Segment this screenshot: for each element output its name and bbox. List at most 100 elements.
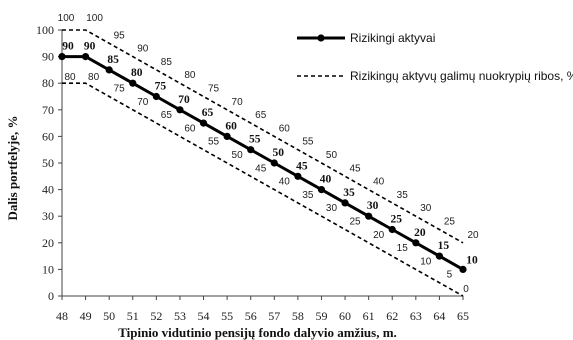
x-tick-label: 60 <box>339 309 351 323</box>
data-label-upper-bound: 65 <box>255 110 267 121</box>
y-tick-label: 60 <box>42 129 54 143</box>
y-tick-label: 40 <box>42 183 54 197</box>
data-label-lower-bound: 5 <box>447 270 453 281</box>
data-label-risky-assets: 60 <box>225 120 237 132</box>
x-tick-label: 64 <box>433 309 445 323</box>
x-tick-label: 59 <box>315 309 327 323</box>
data-label-risky-assets: 55 <box>249 134 261 146</box>
data-label-upper-bound: 35 <box>397 190 409 201</box>
data-point-risky-assets <box>459 265 467 273</box>
data-label-upper-bound: 25 <box>444 217 456 228</box>
data-label-lower-bound: 55 <box>208 137 220 148</box>
x-tick-label: 50 <box>103 309 115 323</box>
data-point-risky-assets <box>129 79 137 87</box>
data-label-lower-bound: 35 <box>302 190 314 201</box>
legend-label-deviation-bounds: Rizikingų aktyvų galimų nuokrypių ribos,… <box>350 69 573 83</box>
x-tick-label: 48 <box>56 309 68 323</box>
data-label-upper-bound: 60 <box>279 123 291 134</box>
data-point-risky-assets <box>152 92 160 101</box>
data-label-lower-bound: 10 <box>420 256 432 267</box>
series-line-lower-bound <box>62 82 464 297</box>
data-label-upper-bound: 40 <box>373 177 385 188</box>
data-point-risky-assets <box>317 186 326 194</box>
data-label-lower-bound: 0 <box>463 284 469 295</box>
x-tick-label: 51 <box>127 309 139 323</box>
data-point-risky-assets <box>105 66 113 74</box>
data-label-risky-assets: 70 <box>178 94 190 106</box>
x-tick-label: 57 <box>268 309 280 323</box>
data-label-risky-assets: 25 <box>390 214 402 226</box>
data-point-risky-assets <box>294 172 302 180</box>
data-point-risky-assets <box>435 252 444 260</box>
data-label-upper-bound: 100 <box>58 13 75 24</box>
data-label-risky-assets: 80 <box>131 67 143 79</box>
data-point-risky-assets <box>176 106 184 114</box>
x-tick-label: 49 <box>80 309 92 323</box>
data-label-risky-assets: 50 <box>273 147 285 159</box>
data-label-upper-bound: 70 <box>232 97 244 108</box>
y-tick-label: 90 <box>42 50 54 64</box>
y-tick-label: 80 <box>42 76 54 90</box>
data-label-lower-bound: 30 <box>326 203 338 214</box>
legend-label-risky-assets: Rizikingi aktyvai <box>350 31 435 45</box>
legend-marker-risky-assets <box>317 34 325 42</box>
data-label-risky-assets: 30 <box>367 200 379 212</box>
x-tick-label: 53 <box>174 309 186 323</box>
y-axis-title: Dalis portfelyje, % <box>5 115 20 220</box>
data-label-upper-bound: 55 <box>302 137 314 148</box>
y-tick-label: 20 <box>42 236 54 250</box>
data-point-risky-assets <box>58 53 66 61</box>
series-line-risky-assets <box>62 55 464 271</box>
data-label-risky-assets: 75 <box>155 81 167 93</box>
data-point-risky-assets <box>341 199 349 207</box>
data-label-upper-bound: 100 <box>86 13 103 24</box>
x-tick-label: 54 <box>198 309 210 323</box>
data-label-risky-assets: 10 <box>466 254 478 266</box>
x-axis-title: Tipinio vidutinio pensijų fondo dalyvio … <box>118 325 397 340</box>
x-tick-label: 62 <box>386 309 398 323</box>
data-label-lower-bound: 15 <box>397 243 409 254</box>
data-point-risky-assets <box>412 239 420 247</box>
data-label-upper-bound: 30 <box>420 203 432 214</box>
data-label-upper-bound: 90 <box>137 44 149 55</box>
x-tick-label: 55 <box>221 309 233 323</box>
data-label-risky-assets: 35 <box>343 187 355 199</box>
data-point-risky-assets <box>388 225 396 234</box>
data-label-lower-bound: 20 <box>373 230 385 241</box>
data-label-risky-assets: 65 <box>202 107 214 119</box>
data-label-risky-assets: 90 <box>62 41 74 53</box>
data-label-risky-assets: 85 <box>107 54 119 66</box>
data-label-upper-bound: 45 <box>349 163 361 174</box>
y-tick-label: 10 <box>42 262 54 276</box>
data-label-risky-assets: 40 <box>320 174 332 186</box>
data-label-upper-bound: 80 <box>184 70 196 81</box>
data-label-lower-bound: 70 <box>137 97 149 108</box>
series-line-upper-bound <box>62 29 464 244</box>
data-point-risky-assets <box>365 212 373 220</box>
data-label-lower-bound: 50 <box>232 150 244 161</box>
x-tick-label: 56 <box>245 309 257 323</box>
data-point-risky-assets <box>270 159 278 167</box>
x-tick-label: 61 <box>363 309 375 323</box>
y-tick-label: 30 <box>42 209 54 223</box>
data-label-lower-bound: 80 <box>64 72 76 83</box>
data-point-risky-assets <box>199 119 208 127</box>
y-tick-label: 100 <box>36 23 54 37</box>
data-label-risky-assets: 45 <box>296 160 308 172</box>
data-label-lower-bound: 45 <box>255 163 267 174</box>
data-label-upper-bound: 95 <box>114 30 126 41</box>
data-label-lower-bound: 60 <box>184 123 196 134</box>
data-label-upper-bound: 75 <box>208 84 220 95</box>
data-label-lower-bound: 65 <box>161 110 173 121</box>
data-label-lower-bound: 75 <box>114 84 126 95</box>
data-label-upper-bound: 50 <box>326 150 338 161</box>
x-tick-label: 58 <box>292 309 304 323</box>
y-tick-label: 70 <box>42 103 54 117</box>
y-tick-label: 50 <box>42 156 54 170</box>
data-point-risky-assets <box>223 132 231 140</box>
data-point-risky-assets <box>81 53 90 61</box>
data-label-upper-bound: 85 <box>161 57 173 68</box>
